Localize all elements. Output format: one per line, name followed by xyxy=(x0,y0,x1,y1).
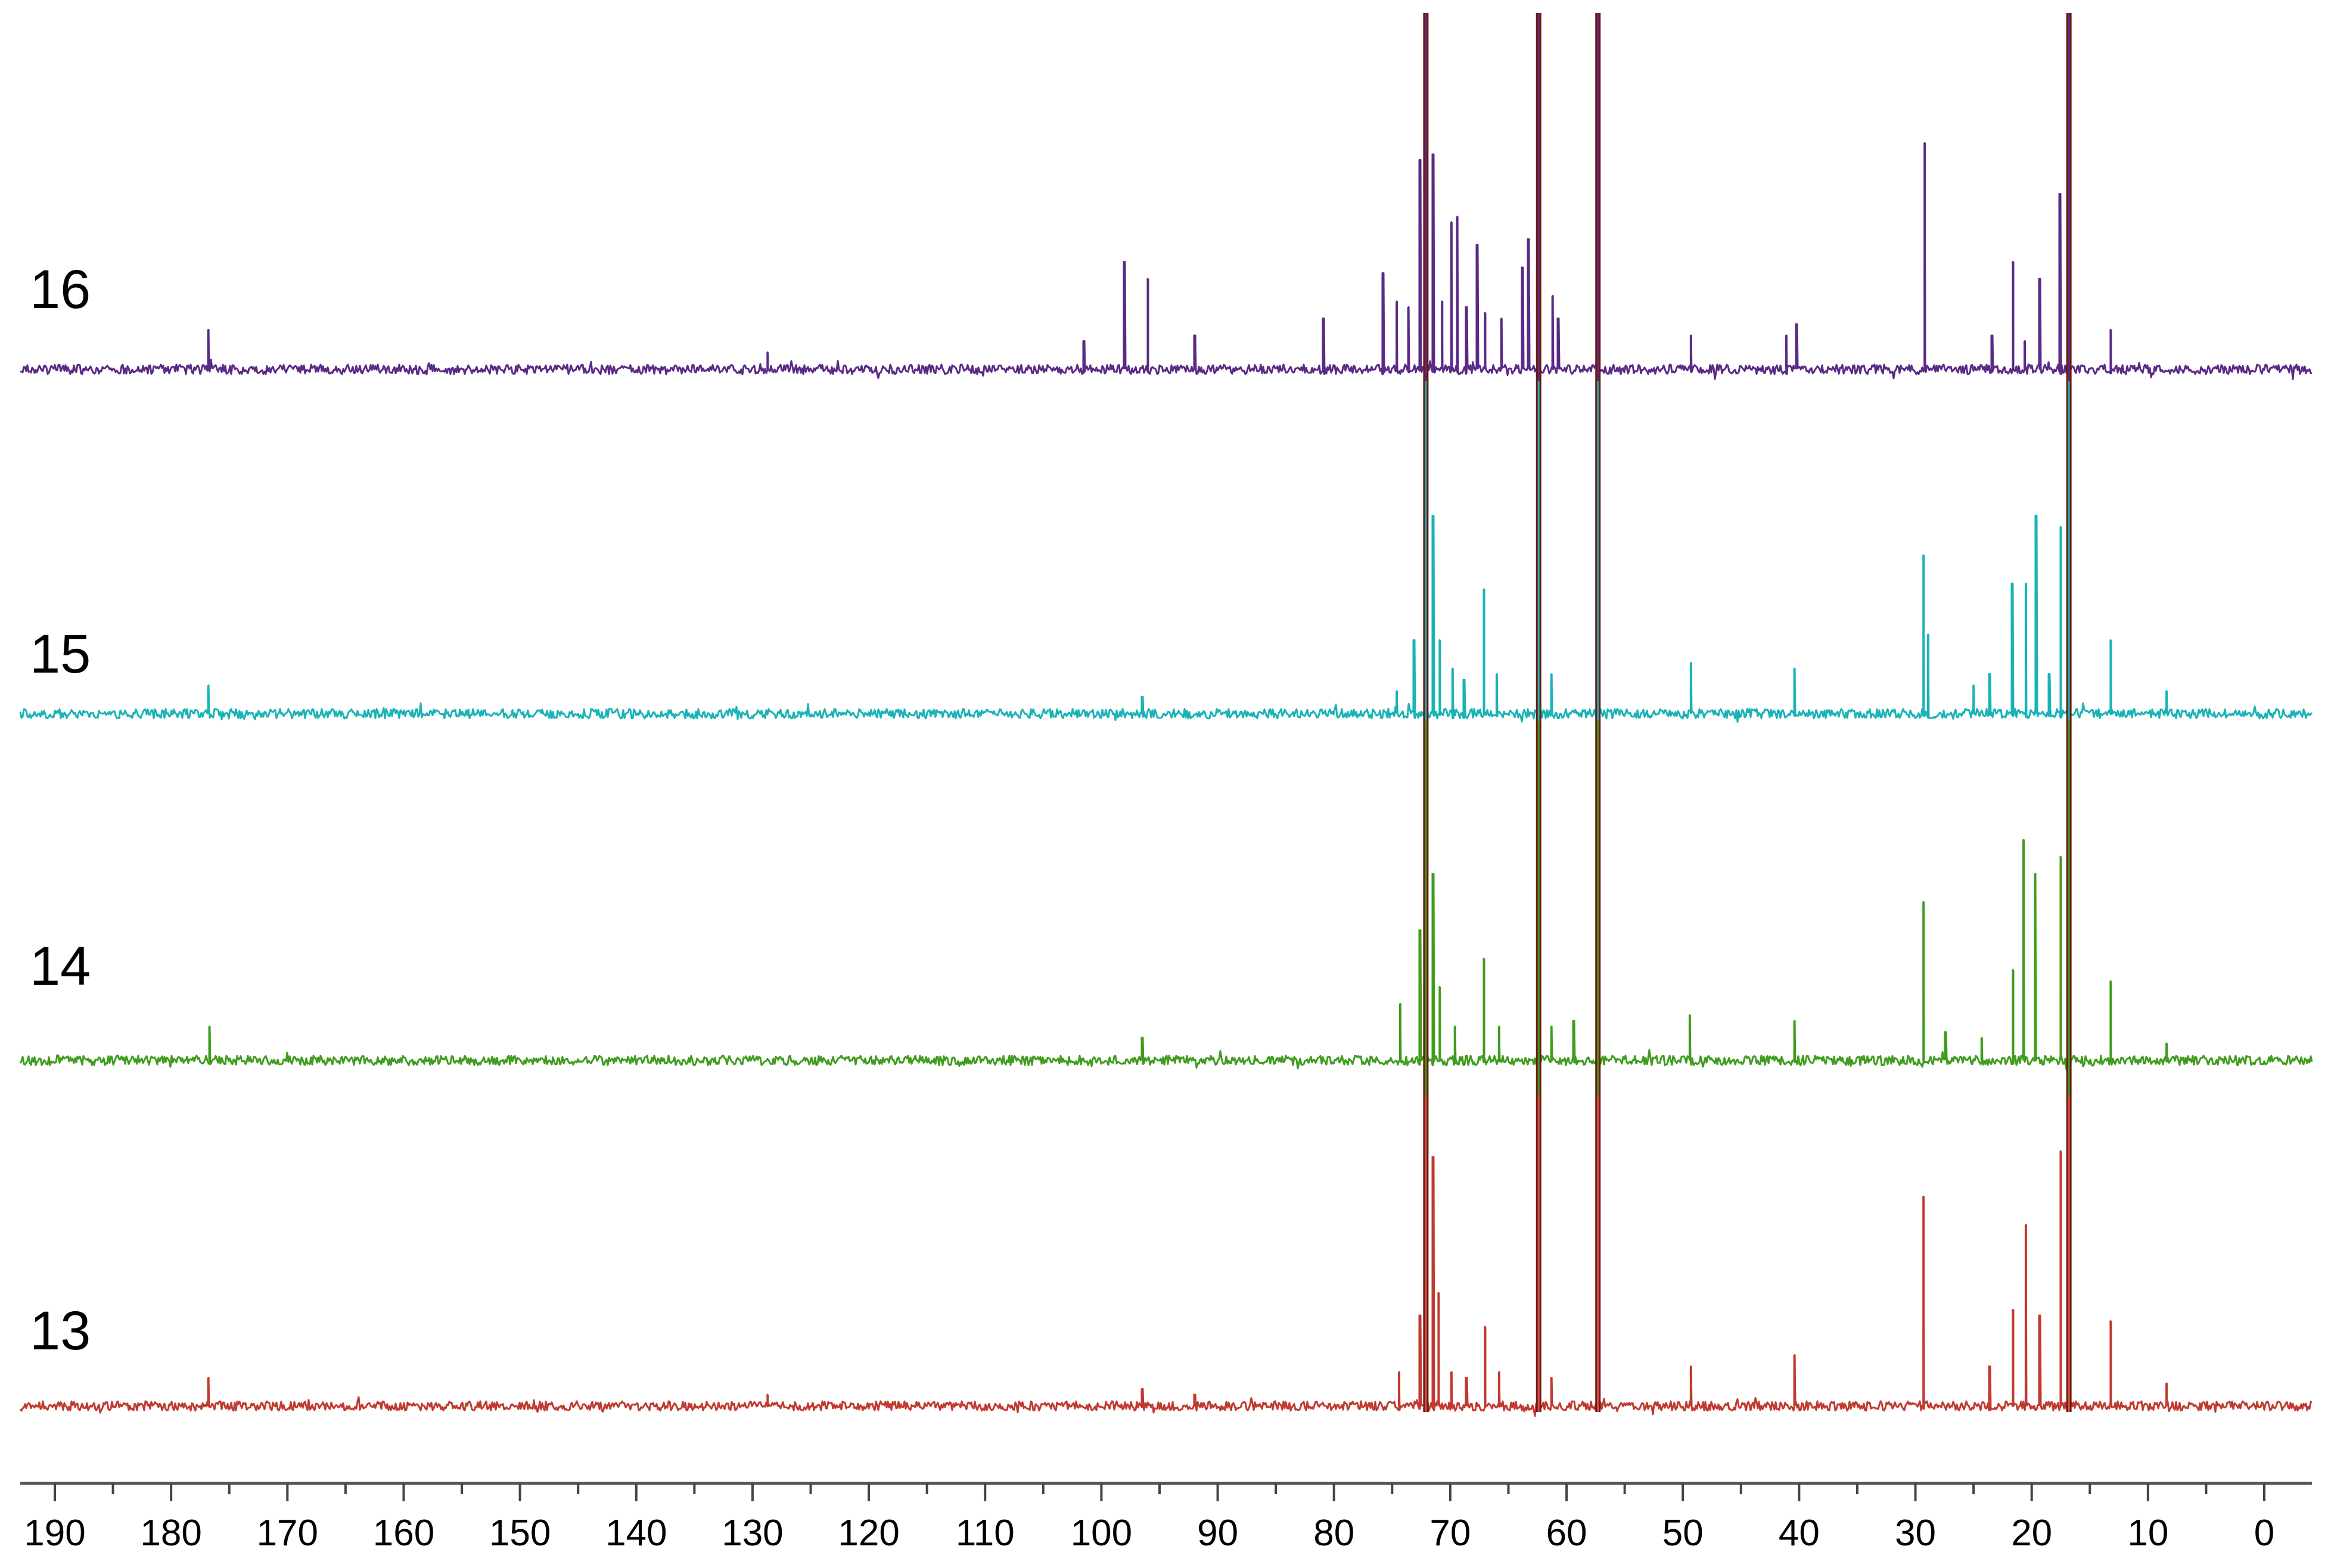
x-tick-label-120: 120 xyxy=(838,1513,899,1554)
x-tick-label-30: 30 xyxy=(1895,1513,1936,1554)
x-tick-label-40: 40 xyxy=(1779,1513,1820,1554)
x-tick-label-60: 60 xyxy=(1546,1513,1587,1554)
x-tick-label-70: 70 xyxy=(1429,1513,1471,1554)
x-tick-label-80: 80 xyxy=(1313,1513,1354,1554)
trace-label-14: 14 xyxy=(30,936,91,997)
x-tick-label-170: 170 xyxy=(257,1513,318,1554)
x-tick-label-100: 100 xyxy=(1071,1513,1132,1554)
x-tick-label-150: 150 xyxy=(489,1513,551,1554)
x-tick-label-90: 90 xyxy=(1197,1513,1238,1554)
x-tick-label-20: 20 xyxy=(2011,1513,2052,1554)
solvent-reference-lines xyxy=(1423,13,2072,1412)
trace-label-16: 16 xyxy=(30,259,91,320)
spectrum-trace-13 xyxy=(19,1150,2313,1417)
x-tick-label-10: 10 xyxy=(2127,1513,2168,1554)
spectrum-traces xyxy=(19,142,2313,1417)
x-tick-label-160: 160 xyxy=(373,1513,434,1554)
x-axis: 190 180 170 160 150 140 130 120 110 100 90 80 70 60 50… xyxy=(20,1482,2312,1554)
spectrum-trace-16 xyxy=(20,142,2313,381)
trace-label-13: 13 xyxy=(30,1301,91,1361)
trace-label-15: 15 xyxy=(30,624,91,685)
x-tick-label-140: 140 xyxy=(605,1513,667,1554)
x-tick-label-110: 110 xyxy=(956,1513,1015,1554)
x-tick-label-130: 130 xyxy=(722,1513,783,1554)
x-tick-label-0: 0 xyxy=(2254,1513,2274,1554)
x-tick-label-50: 50 xyxy=(1662,1513,1704,1554)
spectrum-trace-15 xyxy=(19,515,2313,723)
spectrum-trace-14 xyxy=(19,839,2313,1071)
x-tick-label-180: 180 xyxy=(140,1513,201,1554)
x-tick-label-190: 190 xyxy=(24,1513,85,1554)
